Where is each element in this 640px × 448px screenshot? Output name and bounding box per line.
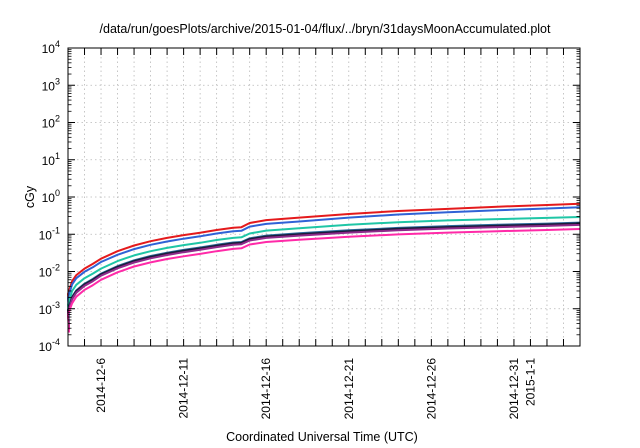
- y-tick-exponent: 4: [55, 39, 60, 49]
- y-tick-exponent: 2: [55, 114, 60, 124]
- series-line: [67, 202, 581, 312]
- x-axis-label: Coordinated Universal Time (UTC): [226, 430, 418, 444]
- y-tick-base: 10: [42, 154, 56, 168]
- y-tick-exponent: 1: [55, 151, 60, 161]
- plot-lines: [67, 202, 581, 333]
- y-tick-exponent: 3: [55, 76, 60, 86]
- y-tick-exponent: -3: [52, 300, 60, 310]
- y-tick-base: 10: [42, 79, 56, 93]
- grid: [68, 48, 580, 346]
- y-tick-exponent: -2: [52, 263, 60, 273]
- y-tick-label: 10-1: [39, 225, 60, 242]
- series-line: [67, 228, 581, 333]
- y-tick-label: 10-4: [39, 337, 60, 354]
- y-tick-base: 10: [42, 42, 56, 56]
- x-tick-label: 2014-12-21: [342, 358, 356, 420]
- series-line: [67, 222, 581, 329]
- x-tick-label: 2014-12-31: [507, 358, 521, 420]
- series-line: [67, 216, 581, 323]
- y-tick-label: 10-2: [39, 263, 60, 280]
- y-tick-exponent: -4: [52, 337, 60, 347]
- y-tick-exponent: -1: [52, 225, 60, 235]
- x-tick-label: 2014-12-26: [424, 358, 438, 420]
- x-tick-label: 2015-1-1: [523, 358, 537, 406]
- chart-title: /data/run/goesPlots/archive/2015-01-04/f…: [100, 22, 551, 36]
- series-line: [67, 206, 581, 316]
- y-tick-base: 10: [39, 266, 53, 280]
- y-tick-base: 10: [39, 340, 53, 354]
- x-tick-label: 2014-12-6: [94, 358, 108, 413]
- x-axis: 2014-12-6 2014-12-11 2014-12-16 2014-12-21 2…: [67, 48, 581, 420]
- y-tick-base: 10: [39, 228, 53, 242]
- y-tick-label: 103: [42, 76, 60, 93]
- y-tick-label: 100: [42, 188, 60, 205]
- y-tick-exponent: 0: [55, 188, 60, 198]
- y-tick-base: 10: [42, 117, 56, 131]
- x-tick-label: 2014-12-11: [177, 358, 191, 419]
- x-tick-label: 2014-12-16: [259, 358, 273, 420]
- y-tick-label: 102: [42, 114, 60, 131]
- y-tick-base: 10: [42, 191, 56, 205]
- y-tick-label: 101: [42, 151, 60, 168]
- y-tick-label: 104: [42, 39, 60, 56]
- y-tick-base: 10: [39, 303, 53, 317]
- y-tick-label: 10-3: [39, 300, 60, 317]
- y-axis-label: cGy: [23, 185, 37, 208]
- series-line: [67, 223, 581, 331]
